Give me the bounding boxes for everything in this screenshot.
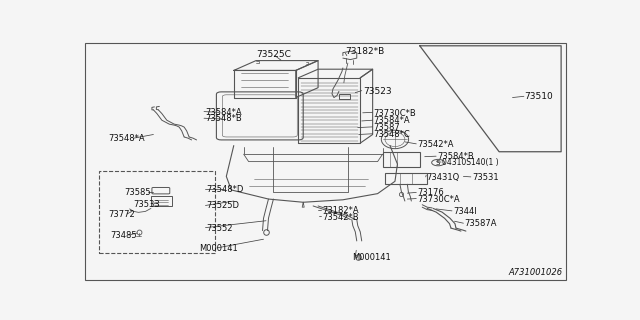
Text: 73523: 73523 [363, 87, 391, 96]
Text: 73730C*B: 73730C*B [374, 109, 417, 118]
Text: 73585: 73585 [125, 188, 151, 197]
Text: 73533: 73533 [134, 200, 160, 209]
Text: 73584*A: 73584*A [205, 108, 242, 117]
Text: 73182*A: 73182*A [322, 206, 358, 215]
Text: 73525D: 73525D [207, 202, 239, 211]
Bar [385, 173, 428, 184]
Text: 73552: 73552 [207, 224, 233, 233]
Text: 7344I: 7344I [453, 207, 477, 216]
Text: M000141: M000141 [352, 253, 390, 262]
Text: 73542*A: 73542*A [417, 140, 454, 149]
Text: 73176: 73176 [417, 188, 444, 197]
Text: 73525C: 73525C [256, 50, 291, 59]
Bar [151, 196, 172, 206]
Bar [339, 94, 350, 99]
Text: A731001026: A731001026 [508, 268, 562, 277]
Text: 04310S140(1 ): 04310S140(1 ) [442, 158, 499, 167]
Text: 73531: 73531 [472, 173, 499, 182]
Text: 73548*C: 73548*C [374, 130, 410, 139]
Text: 73587A: 73587A [465, 219, 497, 228]
Text: 73485: 73485 [111, 231, 138, 240]
Text: 73587: 73587 [374, 123, 401, 132]
Text: 73542*B: 73542*B [322, 212, 358, 221]
Text: 73772: 73772 [109, 210, 136, 219]
Text: 73548*B: 73548*B [205, 115, 242, 124]
Text: M000141: M000141 [199, 244, 238, 253]
Text: 73182*B: 73182*B [346, 47, 385, 56]
Text: 73584*B: 73584*B [437, 152, 474, 161]
Bar [99, 172, 216, 253]
Text: 73730C*A: 73730C*A [417, 195, 460, 204]
Text: S: S [436, 160, 440, 165]
Bar [383, 152, 420, 166]
Text: 73548*D: 73548*D [207, 185, 244, 194]
Text: 73548*A: 73548*A [109, 134, 145, 143]
Text: 73431Q: 73431Q [426, 173, 460, 182]
Text: 73510: 73510 [524, 92, 553, 101]
Text: 73584*A: 73584*A [374, 116, 410, 125]
